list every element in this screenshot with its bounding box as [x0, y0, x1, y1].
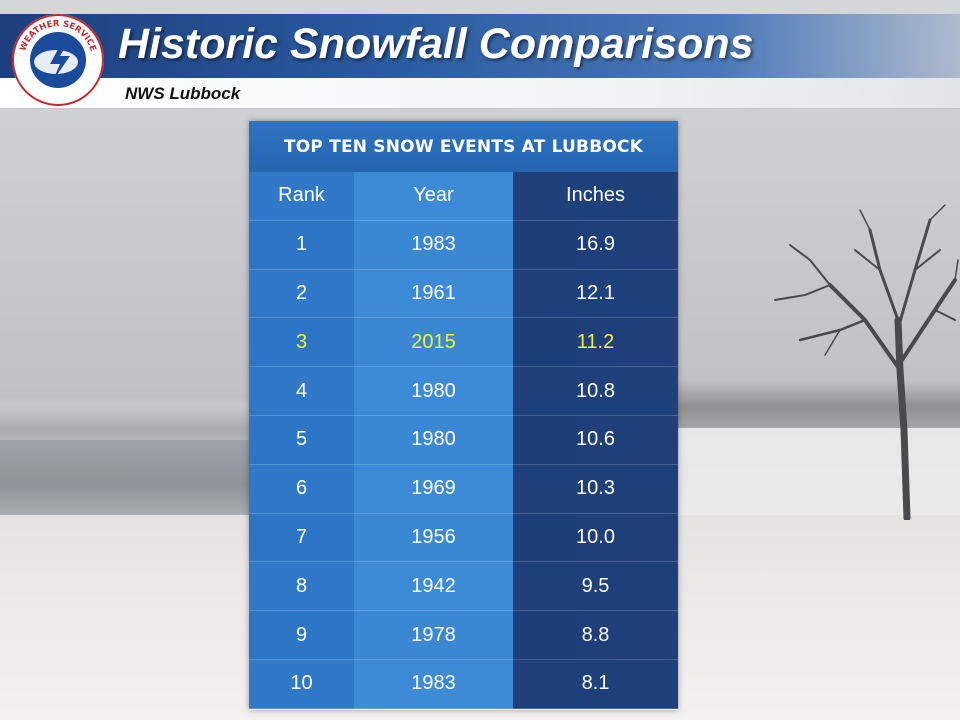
table-row: 9 1978 8.8 — [249, 611, 678, 660]
rank-cell: 10 — [249, 659, 354, 709]
table-row: 6 1969 10.3 — [249, 464, 678, 514]
inches-cell: 10.8 — [513, 367, 678, 416]
inches-cell: 10.3 — [513, 464, 678, 514]
year-cell: 1961 — [354, 269, 513, 319]
rank-cell: 5 — [249, 415, 354, 465]
column-header-rank: Rank — [249, 172, 354, 221]
inches-cell: 12.1 — [513, 269, 678, 319]
distant-treeline-left — [0, 405, 250, 443]
table-header-row: Rank Year Inches — [249, 172, 678, 221]
table-row: 10 1983 8.1 — [249, 659, 678, 709]
column-header-year: Year — [354, 172, 513, 221]
year-cell: 1983 — [354, 659, 513, 709]
snowy-field-right — [678, 428, 960, 528]
rank-cell: 8 — [249, 562, 354, 612]
rank-cell: 1 — [249, 220, 354, 270]
table-row: 7 1956 10.0 — [249, 513, 678, 563]
rank-cell: 4 — [249, 367, 354, 416]
year-cell: 1978 — [354, 611, 513, 660]
distant-treeline-right — [678, 380, 960, 428]
rank-cell: 9 — [249, 611, 354, 660]
table-row: 2 1961 12.1 — [249, 269, 678, 319]
year-cell: 1983 — [354, 220, 513, 270]
rank-cell: 3 — [249, 318, 354, 368]
subtitle-bar — [0, 78, 960, 109]
inches-cell: 9.5 — [513, 562, 678, 612]
page-subtitle: NWS Lubbock — [125, 84, 241, 103]
bare-tree-icon — [774, 204, 959, 520]
year-cell: 1969 — [354, 464, 513, 514]
title-bar — [0, 14, 960, 78]
table-row: 1 1983 16.9 — [249, 220, 678, 270]
table-row: 4 1980 10.8 — [249, 367, 678, 416]
table-row: 5 1980 10.6 — [249, 415, 678, 465]
table-row: 3 2015 11.2 — [249, 318, 678, 368]
snow-events-table: TOP TEN SNOW EVENTS AT LUBBOCK Rank Year… — [249, 121, 678, 710]
year-cell: 1980 — [354, 367, 513, 416]
year-cell: 1942 — [354, 562, 513, 612]
year-cell: 1956 — [354, 513, 513, 563]
lake-water — [0, 440, 250, 515]
inches-cell: 8.8 — [513, 611, 678, 660]
nws-logo-icon: WEATHER SERVICE — [12, 14, 104, 106]
rank-cell: 7 — [249, 513, 354, 563]
inches-cell: 11.2 — [513, 318, 678, 368]
column-header-inches: Inches — [513, 172, 678, 221]
inches-cell: 8.1 — [513, 659, 678, 709]
rank-cell: 6 — [249, 464, 354, 514]
rank-cell: 2 — [249, 269, 354, 319]
table-title: TOP TEN SNOW EVENTS AT LUBBOCK — [249, 121, 678, 172]
inches-cell: 16.9 — [513, 220, 678, 270]
year-cell: 1980 — [354, 415, 513, 465]
table-row: 8 1942 9.5 — [249, 562, 678, 612]
page-title: Historic Snowfall Comparisons — [118, 20, 754, 68]
table-grid: Rank Year Inches 1 1983 16.9 2 1961 12.1 3 2015… — [249, 172, 678, 709]
inches-cell: 10.6 — [513, 415, 678, 465]
inches-cell: 10.0 — [513, 513, 678, 563]
year-cell: 2015 — [354, 318, 513, 368]
